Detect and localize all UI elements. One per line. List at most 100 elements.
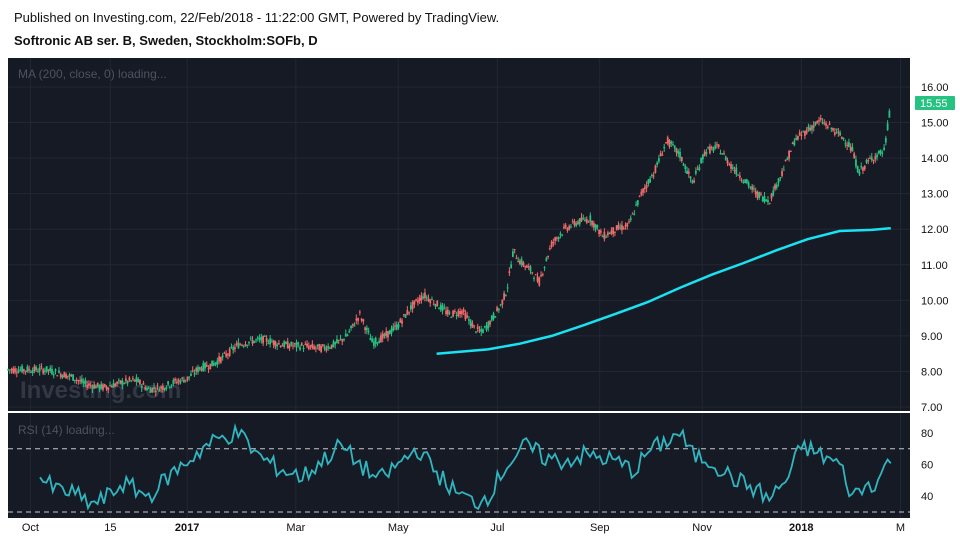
candle-body (804, 131, 806, 136)
candle-body (343, 339, 345, 341)
candle-body (186, 376, 189, 380)
candle-body (37, 371, 39, 373)
rsi-axis: 40 60 80 (921, 428, 933, 503)
candle-body (309, 345, 312, 347)
candle-body (278, 343, 280, 345)
grid-lines (8, 58, 910, 518)
candle-body (63, 372, 66, 378)
candle-body (570, 226, 572, 228)
candle-body (832, 128, 834, 131)
candle-body (265, 337, 268, 342)
candle-body (73, 379, 76, 381)
time-tick-label: Mar (286, 522, 305, 534)
candle-body (195, 368, 198, 372)
candle-body (299, 347, 301, 350)
candle-body (209, 363, 212, 369)
candle-body (529, 266, 532, 272)
candle-body (798, 132, 801, 135)
candle-body (399, 319, 402, 323)
candle-body (323, 346, 326, 350)
candle-body (267, 342, 270, 344)
candle-body (693, 180, 695, 183)
candle-body (448, 312, 451, 314)
candle-body (599, 230, 602, 233)
candle-body (144, 387, 147, 390)
candle-body (561, 234, 564, 236)
time-tick-label: Jul (490, 522, 504, 534)
candle-body (534, 274, 537, 276)
candle-body (550, 241, 553, 247)
candle-body (867, 160, 870, 162)
candle-body (631, 213, 634, 215)
watermark: Investing.com (20, 377, 181, 404)
candle-body (133, 379, 136, 382)
candle-body (12, 368, 15, 373)
candle-body (837, 131, 840, 134)
candle-body (251, 339, 254, 344)
candle-body (680, 157, 683, 162)
candle-body (445, 310, 447, 314)
candle-body (677, 151, 680, 154)
candle-body (52, 374, 55, 376)
candle-body (369, 337, 372, 341)
candle-body (234, 347, 236, 350)
candle-body (707, 147, 710, 149)
candle-body (198, 367, 201, 370)
candle-body (341, 339, 344, 342)
candle-body (56, 375, 59, 377)
candle-body (49, 367, 52, 372)
candle-body (14, 368, 16, 373)
candle-body (353, 325, 356, 327)
candle-body (450, 317, 453, 319)
candle-body (91, 386, 94, 389)
candle-body (610, 230, 613, 234)
candle-body (276, 344, 279, 347)
candle-body (380, 335, 382, 342)
candle-body (65, 374, 67, 379)
candle-body (392, 326, 395, 331)
candle-body (388, 330, 391, 335)
candle-body (424, 292, 426, 299)
candle-body (548, 248, 551, 250)
candle-body (242, 345, 245, 347)
candles (7, 108, 891, 397)
candle-body (300, 343, 303, 346)
candle-body (487, 321, 490, 329)
candle-body (833, 132, 836, 135)
candle-body (397, 324, 400, 328)
candle-body (606, 232, 609, 236)
candle-body (492, 313, 495, 320)
candle-body (158, 389, 161, 392)
candle-body (61, 375, 64, 378)
candle-body (805, 130, 808, 134)
candle-body (149, 389, 152, 393)
candle-body (496, 307, 498, 311)
watermark-text: Investing.com (20, 377, 181, 404)
candle-body (716, 144, 718, 146)
candle-body (376, 342, 379, 344)
candle-body (774, 184, 776, 190)
candle-body (855, 159, 857, 167)
candle-body (262, 335, 264, 344)
rsi-tick-label: 40 (921, 491, 933, 503)
candle-body (19, 369, 22, 371)
candle-body (95, 385, 97, 389)
candle-body (172, 380, 175, 384)
rsi-tick-label: 60 (921, 460, 933, 472)
price-tick-label: 7.00 (921, 402, 942, 414)
candle-body (28, 368, 31, 371)
candle-body (480, 328, 483, 332)
candle-body (281, 345, 284, 347)
candle-body (652, 175, 655, 177)
candle-body (464, 313, 467, 320)
candle-body (633, 213, 636, 215)
candle-body (269, 338, 272, 345)
candle-body (183, 379, 185, 383)
candle-body (124, 378, 127, 381)
candle-body (313, 346, 316, 350)
candle-body (761, 197, 764, 202)
candle-body (696, 169, 699, 171)
candle-body (29, 371, 32, 373)
candle-body (482, 329, 484, 333)
